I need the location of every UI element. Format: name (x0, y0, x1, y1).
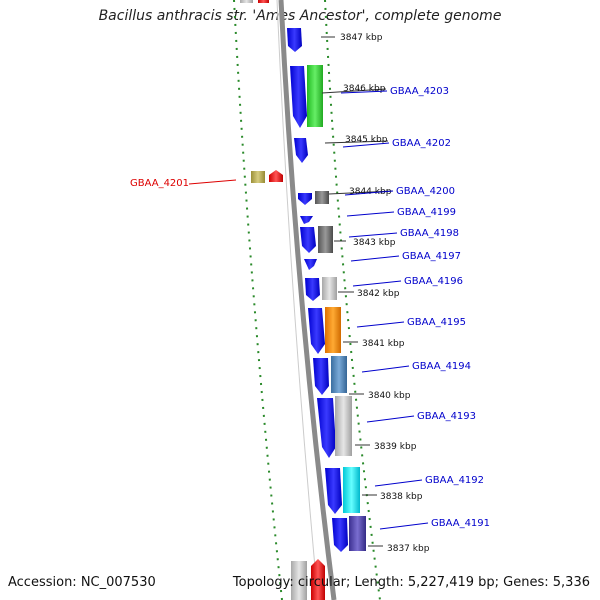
cog-box-gray (335, 396, 352, 456)
feature-ring-inner (276, 0, 319, 600)
gene-leader-line (348, 232, 398, 238)
gene-label-gbaa-4203[interactable]: GBAA_4203 (390, 86, 449, 97)
genome-title: Bacillus anthracis str. 'Ames Ancestor',… (98, 8, 502, 24)
gene-leader-line (356, 321, 405, 328)
gene-label-gbaa-4198[interactable]: GBAA_4198 (400, 228, 459, 239)
cds-arrow (294, 138, 308, 163)
cog-category-track (307, 65, 366, 551)
gene-leader-line (350, 255, 400, 262)
gene-leader-line (379, 522, 429, 530)
cog-box-cyan (343, 467, 360, 513)
cds-arrow (300, 227, 316, 253)
gene-leader-line (361, 365, 410, 373)
tick-label: 3846 kbp (343, 84, 386, 94)
genome-backbone (278, 0, 337, 600)
cog-box-purple (349, 516, 366, 551)
cog-box-green (307, 65, 323, 127)
feature-partial-top-red (258, 0, 269, 3)
cds-arrow-reverse-bottom (311, 559, 325, 600)
cds-arrow (325, 468, 342, 514)
gene-label-gbaa-4202[interactable]: GBAA_4202 (392, 138, 451, 149)
tick-mark (321, 88, 387, 94)
gene-leader-line (352, 280, 402, 287)
genome-summary-text: Topology: circular; Length: 5,227,419 bp… (232, 575, 590, 590)
tick-label: 3845 kbp (345, 135, 388, 145)
gene-leader-line (188, 179, 237, 185)
gene-label-gbaa-4196[interactable]: GBAA_4196 (404, 276, 463, 287)
feature-partial-bottom-gray (291, 561, 307, 600)
gene-label-track: GBAA_4203 GBAA_4202 GBAA_4201 GBAA_4200 … (130, 86, 490, 530)
cds-arrow (304, 259, 317, 270)
cog-box-steel (331, 356, 347, 393)
cog-box-olive (251, 171, 265, 183)
tick-label: 3842 kbp (357, 289, 400, 299)
cog-box-dark (318, 226, 333, 253)
gene-label-gbaa-4201[interactable]: GBAA_4201 (130, 178, 189, 189)
gene-label-gbaa-4197[interactable]: GBAA_4197 (402, 251, 461, 262)
gene-label-gbaa-4193[interactable]: GBAA_4193 (417, 411, 476, 422)
gene-leader-line (366, 415, 415, 423)
gene-leader-line (342, 142, 390, 148)
cds-arrow (308, 308, 325, 354)
tick-label: 3837 kbp (387, 544, 430, 554)
cog-box-orange (325, 307, 341, 353)
cds-arrow (298, 193, 312, 205)
cog-box-gray (322, 277, 337, 300)
gene-label-gbaa-4194[interactable]: GBAA_4194 (412, 361, 471, 372)
gene-label-gbaa-4195[interactable]: GBAA_4195 (407, 317, 466, 328)
cds-arrow (332, 518, 348, 552)
cds-arrow-reverse (269, 170, 283, 182)
tick-label: 3843 kbp (353, 238, 396, 248)
cds-arrow (305, 278, 320, 301)
feature-partial-top-gray (240, 0, 253, 3)
cds-arrow (313, 358, 329, 395)
tick-label: 3841 kbp (362, 339, 405, 349)
gene-label-gbaa-4192[interactable]: GBAA_4192 (425, 475, 484, 486)
tick-label: 3844 kbp (349, 187, 392, 197)
tick-label: 3847 kbp (340, 33, 383, 43)
accession-text: Accession: NC_007530 (8, 575, 156, 590)
tick-label: 3840 kbp (368, 391, 411, 401)
gene-leader-line (346, 211, 395, 217)
gene-leader-line (374, 479, 423, 487)
tick-label: 3838 kbp (380, 492, 423, 502)
cds-arrow (290, 66, 307, 128)
gene-leader-line (340, 90, 388, 94)
cds-arrow (287, 28, 302, 52)
tick-label: 3839 kbp (374, 442, 417, 452)
gc-content-ring-left (233, 0, 283, 600)
gene-leader-line (344, 190, 394, 196)
gene-label-gbaa-4199[interactable]: GBAA_4199 (397, 207, 456, 218)
cog-box-dark (315, 191, 329, 204)
kbp-tick-track: 3847 kbp 3846 kbp 3845 kbp 3844 kbp 3843… (321, 33, 430, 554)
gene-label-gbaa-4191[interactable]: GBAA_4191 (431, 518, 490, 529)
tick-mark (324, 140, 389, 144)
cds-forward-track (287, 28, 348, 552)
cds-arrow (300, 216, 313, 224)
gene-label-gbaa-4200[interactable]: GBAA_4200 (396, 186, 455, 197)
cds-arrow (317, 398, 336, 458)
